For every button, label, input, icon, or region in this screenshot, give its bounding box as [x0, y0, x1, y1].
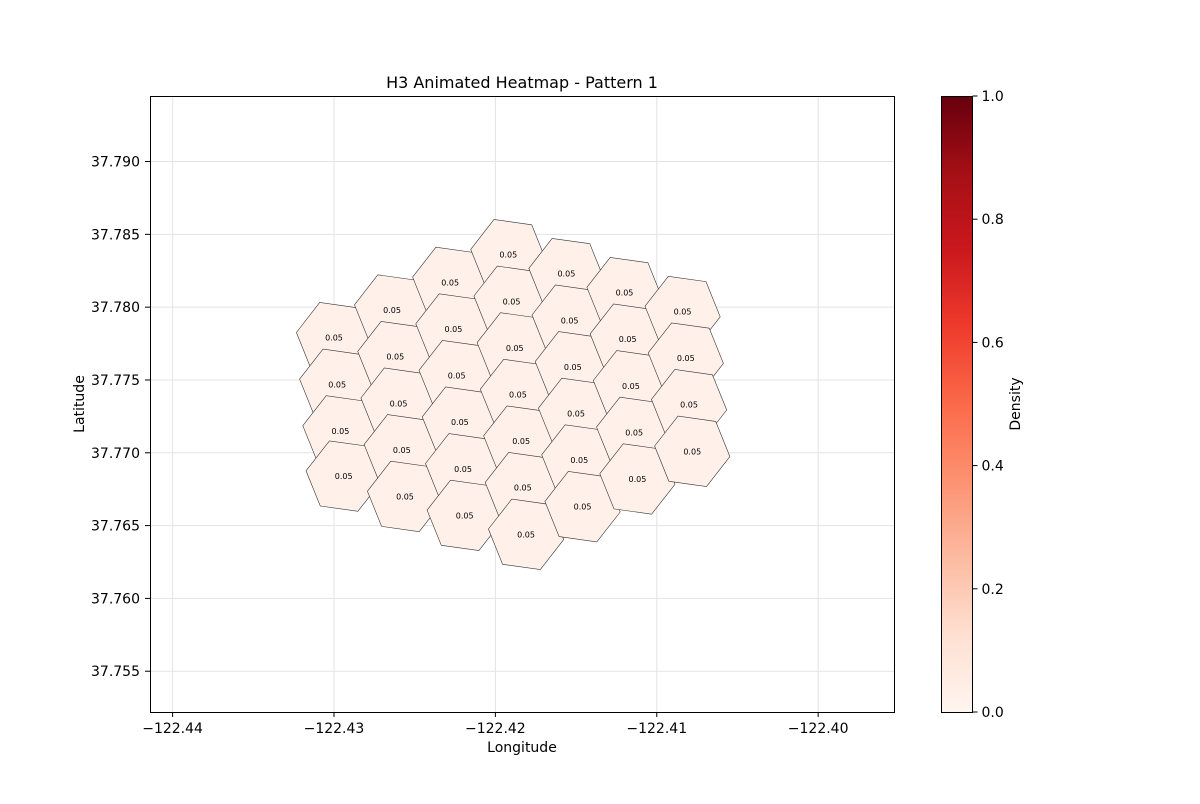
x-axis-ticks: −122.44 −122.43 −122.42 −122.41 −122.40 — [142, 712, 849, 737]
hex-cell-label: 0.05 — [328, 380, 346, 389]
hex-cell-label: 0.05 — [557, 270, 575, 279]
x-axis-label: Longitude — [487, 740, 557, 756]
hex-cell-label: 0.05 — [456, 511, 474, 520]
x-tick-label: −122.40 — [788, 721, 849, 737]
colorbar-tick-label: 0.4 — [982, 459, 1004, 475]
colorbar-tick-label: 0.6 — [982, 335, 1004, 351]
hex-cell-label: 0.05 — [325, 334, 343, 343]
hex-cell-label: 0.05 — [383, 306, 401, 315]
y-tick-label: 37.790 — [91, 155, 140, 171]
colorbar — [941, 96, 973, 713]
hex-cells: 0.05 0.05 0.05 0.05 0.05 0.05 0.05 0.05 0.05 0.05… — [296, 219, 731, 570]
hex-cell-label: 0.05 — [451, 418, 469, 427]
hex-cell-label: 0.05 — [574, 503, 592, 512]
x-tick-label: −122.41 — [626, 721, 687, 737]
hex-cell-label: 0.05 — [393, 446, 411, 455]
hex-cell-label: 0.05 — [567, 409, 585, 418]
x-tick-label: −122.44 — [142, 721, 203, 737]
hex-cell-label: 0.05 — [332, 427, 350, 436]
y-axis-ticks: 37.755 37.760 37.765 37.770 37.775 37.780 37.7… — [91, 155, 150, 680]
hex-cell-label: 0.05 — [517, 530, 535, 539]
hex-cell-label: 0.05 — [616, 289, 634, 298]
hex-cell-label: 0.05 — [680, 401, 698, 410]
hex-cell-label: 0.05 — [503, 297, 521, 306]
colorbar-label: Density — [1008, 377, 1024, 430]
hex-cell-label: 0.05 — [396, 492, 414, 501]
hex-cell-label: 0.05 — [445, 325, 463, 334]
hex-cell-label: 0.05 — [561, 316, 579, 325]
colorbar-tick-label: 0.0 — [982, 705, 1004, 721]
hex-cell-label: 0.05 — [677, 354, 695, 363]
hex-cell-label: 0.05 — [448, 372, 466, 381]
hex-cell-label: 0.05 — [386, 353, 404, 362]
hex-cell-label: 0.05 — [683, 447, 701, 456]
hex-cell-label: 0.05 — [499, 251, 517, 260]
y-tick-label: 37.765 — [91, 519, 140, 535]
hex-cell-label: 0.05 — [674, 308, 692, 317]
y-axis-label: Latitude — [72, 375, 88, 433]
hex-cell — [654, 415, 731, 487]
colorbar-tick-label: 0.2 — [982, 582, 1004, 598]
hex-cell-label: 0.05 — [390, 399, 408, 408]
hex-cell-label: 0.05 — [335, 472, 353, 481]
hex-cell-label: 0.05 — [570, 456, 588, 465]
x-tick-label: −122.43 — [304, 721, 365, 737]
x-tick-label: −122.42 — [465, 721, 526, 737]
colorbar-tick-label: 1.0 — [982, 89, 1004, 105]
hex-cell-label: 0.05 — [512, 437, 530, 446]
y-tick-label: 37.775 — [91, 373, 140, 389]
hex-cell-label: 0.05 — [619, 335, 637, 344]
hex-cell-label: 0.05 — [514, 484, 532, 493]
colorbar-tick-label: 0.8 — [982, 212, 1004, 228]
y-tick-label: 37.780 — [91, 300, 140, 316]
y-tick-label: 37.770 — [91, 446, 140, 462]
hex-cell-label: 0.05 — [506, 344, 524, 353]
hex-cell-label: 0.05 — [441, 278, 459, 287]
hex-cell-label: 0.05 — [622, 382, 640, 391]
plot-frame — [150, 96, 895, 713]
chart-title: H3 Animated Heatmap - Pattern 1 — [386, 73, 658, 92]
hex-cell-label: 0.05 — [628, 475, 646, 484]
grid — [150, 96, 894, 712]
y-tick-label: 37.760 — [91, 591, 140, 607]
hex-cell-label: 0.05 — [564, 363, 582, 372]
y-tick-label: 37.755 — [91, 664, 140, 680]
hex-cell-label: 0.05 — [509, 391, 527, 400]
hex-cell-label: 0.05 — [625, 428, 643, 437]
hex-cell-label: 0.05 — [454, 465, 472, 474]
colorbar-ticks: 0.0 0.2 0.4 0.6 0.8 1.0 — [972, 89, 1004, 721]
y-tick-label: 37.785 — [91, 227, 140, 243]
